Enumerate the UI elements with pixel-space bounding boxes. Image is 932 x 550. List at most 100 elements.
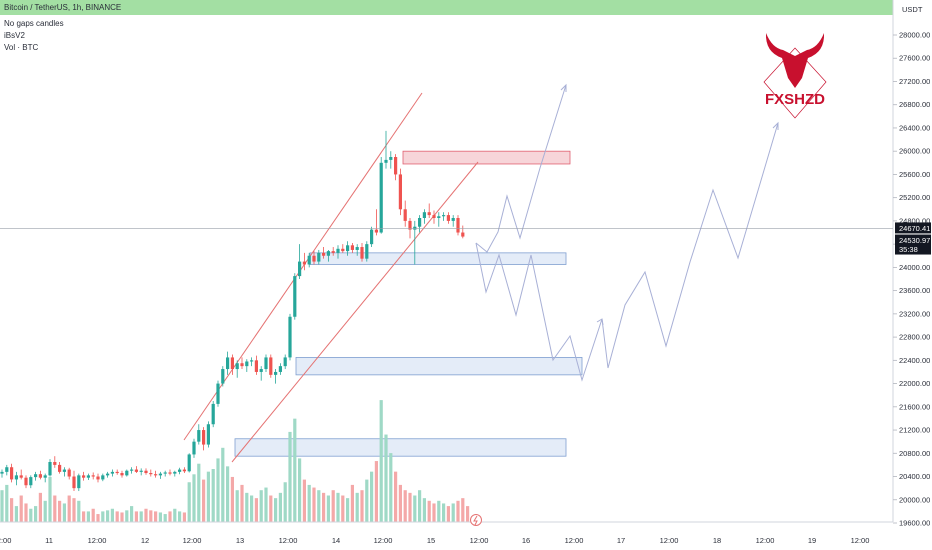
candle[interactable] <box>264 354 268 372</box>
candle[interactable] <box>106 471 110 478</box>
candle[interactable] <box>178 467 182 475</box>
candle[interactable] <box>197 424 201 445</box>
candle[interactable] <box>216 380 220 407</box>
candle[interactable] <box>427 203 431 218</box>
candle[interactable] <box>384 130 388 169</box>
candle[interactable] <box>418 215 422 233</box>
candle[interactable] <box>374 209 378 236</box>
candle[interactable] <box>158 471 162 479</box>
symbol-title[interactable]: Bitcoin / TetherUS, 1h, BINANCE <box>4 3 122 12</box>
candle[interactable] <box>360 242 364 262</box>
zone-4[interactable] <box>234 438 567 457</box>
candle[interactable] <box>278 363 282 375</box>
candle[interactable] <box>394 154 398 181</box>
candle[interactable] <box>91 472 95 480</box>
candle[interactable] <box>298 244 302 279</box>
candle[interactable] <box>53 456 57 468</box>
indicator-ibsv2[interactable]: iBsV2 <box>4 31 25 40</box>
candle[interactable] <box>10 463 14 483</box>
candle[interactable] <box>130 467 134 474</box>
candle[interactable] <box>29 475 33 489</box>
candle[interactable] <box>154 470 158 478</box>
candle[interactable] <box>110 469 114 477</box>
candle[interactable] <box>341 244 345 253</box>
candle[interactable] <box>221 366 225 387</box>
candle[interactable] <box>269 354 273 378</box>
candle[interactable] <box>403 200 407 227</box>
candle[interactable] <box>461 225 465 239</box>
candle[interactable] <box>134 466 138 474</box>
candle[interactable] <box>446 212 450 224</box>
candle[interactable] <box>115 469 119 475</box>
candle[interactable] <box>235 360 239 378</box>
candle[interactable] <box>288 313 292 361</box>
zone-3[interactable] <box>295 357 583 376</box>
candle[interactable] <box>350 242 354 253</box>
candle[interactable] <box>293 273 297 320</box>
candle[interactable] <box>398 168 402 216</box>
candle[interactable] <box>379 157 383 234</box>
candle[interactable] <box>331 247 335 256</box>
candle[interactable] <box>58 462 62 474</box>
candle[interactable] <box>77 473 81 492</box>
candle[interactable] <box>259 366 263 381</box>
candle[interactable] <box>230 354 234 375</box>
candle[interactable] <box>456 215 460 236</box>
candle[interactable] <box>101 473 105 482</box>
candle[interactable] <box>302 252 306 271</box>
candle[interactable] <box>182 467 186 474</box>
candle[interactable] <box>96 473 100 483</box>
zone-2[interactable] <box>309 252 567 265</box>
candle[interactable] <box>312 251 316 265</box>
candle[interactable] <box>211 401 215 428</box>
candle[interactable] <box>432 210 436 224</box>
candle[interactable] <box>163 470 167 477</box>
candle[interactable] <box>346 241 350 256</box>
candle[interactable] <box>149 469 153 477</box>
candle[interactable] <box>14 471 18 486</box>
candle[interactable] <box>187 453 191 473</box>
candle[interactable] <box>226 351 230 375</box>
candle[interactable] <box>422 209 426 224</box>
candle[interactable] <box>274 369 278 384</box>
candle[interactable] <box>317 249 321 265</box>
candle[interactable] <box>168 469 172 476</box>
candle[interactable] <box>245 359 249 372</box>
candle[interactable] <box>240 357 244 370</box>
candle[interactable] <box>72 470 76 492</box>
candle[interactable] <box>365 241 369 262</box>
candle[interactable] <box>173 470 177 477</box>
indicator-no-gaps[interactable]: No gaps candles <box>4 19 64 28</box>
candle[interactable] <box>322 247 326 259</box>
candle[interactable] <box>370 226 374 248</box>
candle[interactable] <box>38 470 42 480</box>
candle[interactable] <box>442 212 446 221</box>
candle[interactable] <box>86 473 90 481</box>
candle[interactable] <box>19 469 23 480</box>
indicator-volume[interactable]: Vol · BTC <box>4 43 39 52</box>
candle[interactable] <box>125 469 129 477</box>
candle[interactable] <box>43 473 47 483</box>
candle[interactable] <box>451 215 455 227</box>
candle[interactable] <box>24 475 28 489</box>
candle[interactable] <box>62 467 66 477</box>
candle[interactable] <box>48 459 52 477</box>
candle[interactable] <box>355 244 359 256</box>
candle[interactable] <box>437 212 441 227</box>
candle[interactable] <box>307 252 311 268</box>
channel-lower-line[interactable] <box>231 161 479 463</box>
candle[interactable] <box>0 469 4 478</box>
projection-path-1[interactable] <box>475 84 567 253</box>
candle[interactable] <box>67 467 71 480</box>
candle[interactable] <box>254 355 258 375</box>
zone-1[interactable] <box>402 150 571 165</box>
candle[interactable] <box>5 464 9 476</box>
candle[interactable] <box>389 151 393 169</box>
candle[interactable] <box>250 357 254 367</box>
candle[interactable] <box>139 468 143 476</box>
candle[interactable] <box>202 427 206 451</box>
candle[interactable] <box>206 421 210 448</box>
candle[interactable] <box>326 249 330 262</box>
candle[interactable] <box>336 245 340 259</box>
